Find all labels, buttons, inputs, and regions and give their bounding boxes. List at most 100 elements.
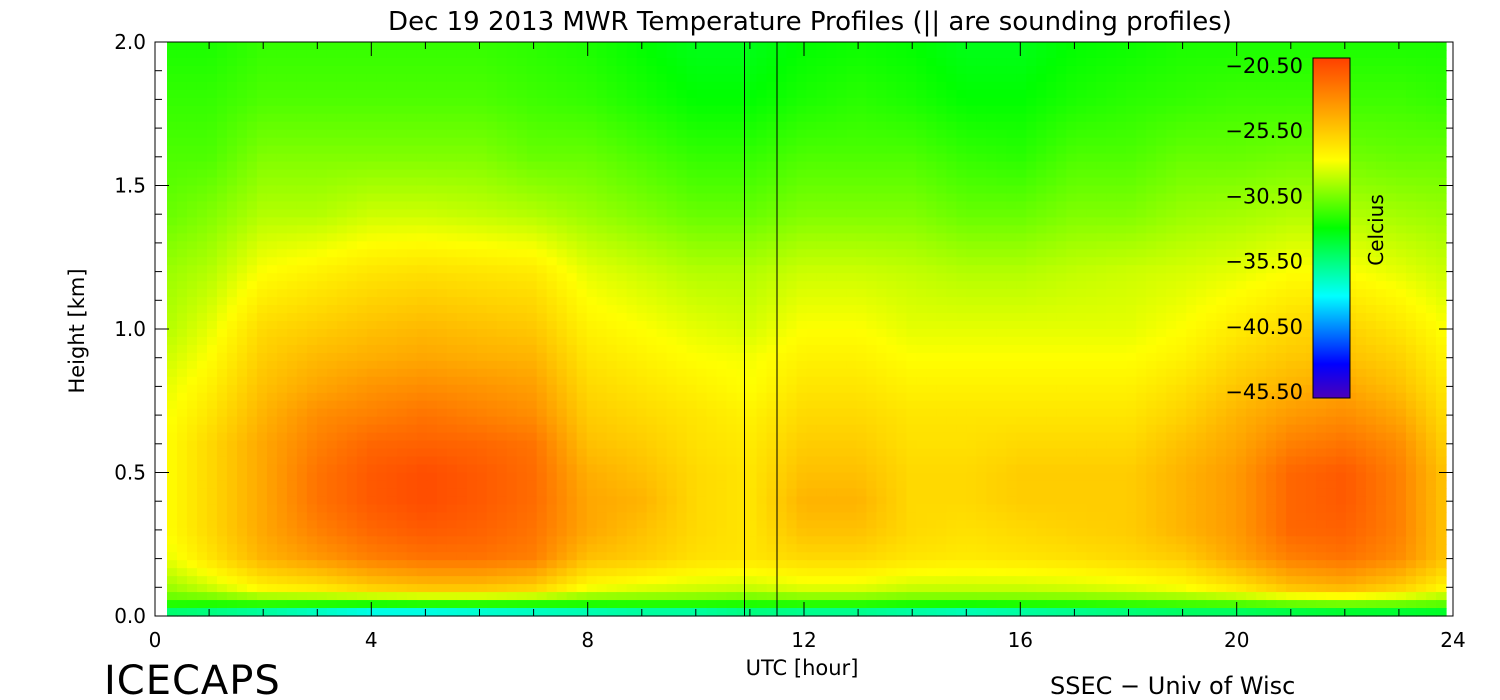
heatmap-cell (996, 297, 1007, 306)
heatmap-cell (616, 81, 628, 91)
heatmap-cell (286, 65, 298, 75)
heatmap-cell (266, 177, 278, 187)
heatmap-cell (996, 177, 1007, 187)
heatmap-cell (1376, 153, 1387, 163)
heatmap-cell (1026, 121, 1037, 131)
heatmap-cell (986, 241, 997, 250)
heatmap-cell (266, 185, 278, 195)
heatmap-cell (856, 65, 868, 75)
heatmap-cell (1276, 57, 1287, 67)
heatmap-cell (1286, 329, 1297, 338)
heatmap-cell (1356, 241, 1367, 250)
heatmap-cell (176, 169, 188, 179)
heatmap-cell (1276, 321, 1287, 330)
heatmap-cell (1066, 137, 1077, 147)
heatmap-cell (1126, 65, 1137, 75)
heatmap-cell (1126, 273, 1137, 282)
heatmap-cell (486, 305, 498, 314)
heatmap-cell (456, 105, 468, 115)
heatmap-cell (1256, 217, 1267, 226)
heatmap-cell (1246, 153, 1257, 163)
heatmap-cell (1156, 105, 1167, 115)
heatmap-cell (456, 153, 468, 163)
heatmap-cell (536, 49, 548, 59)
heatmap-cell (1256, 137, 1267, 147)
heatmap-cell (1256, 185, 1267, 195)
heatmap-cell (956, 201, 967, 211)
heatmap-cell (956, 289, 967, 298)
heatmap-cell (776, 321, 788, 330)
heatmap-cell (606, 57, 618, 67)
heatmap-cell (316, 329, 328, 338)
heatmap-cell (206, 241, 218, 250)
heatmap-cell (796, 329, 808, 338)
heatmap-cell (816, 321, 828, 330)
heatmap-cell (586, 329, 598, 338)
heatmap-cell (896, 49, 908, 59)
heatmap-cell (246, 305, 258, 314)
heatmap-cell (1086, 161, 1097, 171)
heatmap-cell (1086, 241, 1097, 250)
heatmap-cell (876, 209, 888, 218)
heatmap-cell (946, 81, 957, 91)
heatmap-cell (956, 185, 967, 195)
heatmap-cell (676, 65, 688, 75)
heatmap-cell (316, 281, 328, 290)
heatmap-cell (226, 336, 238, 346)
heatmap-cell (626, 281, 638, 290)
heatmap-cell (1386, 57, 1397, 67)
heatmap-cell (1216, 73, 1227, 83)
heatmap-cell (1036, 281, 1047, 290)
heatmap-cell (586, 65, 598, 75)
heatmap-cell (266, 201, 278, 211)
heatmap-cell (766, 145, 778, 155)
heatmap-cell (1406, 313, 1417, 322)
heatmap-cell (606, 313, 618, 322)
heatmap-cell (336, 129, 348, 139)
heatmap-cell (1406, 289, 1417, 298)
heatmap-cell (1006, 297, 1017, 306)
heatmap-cell (196, 161, 208, 171)
heatmap-cell (1146, 241, 1157, 250)
heatmap-cell (1106, 241, 1117, 250)
heatmap-cell (696, 153, 708, 163)
heatmap-cell (286, 289, 298, 298)
heatmap-cell (286, 241, 298, 250)
heatmap-cell (986, 97, 997, 107)
heatmap-cell (456, 313, 468, 322)
heatmap-cell (1286, 209, 1297, 218)
heatmap-cell (1046, 145, 1057, 155)
heatmap-cell (276, 297, 288, 306)
heatmap-cell (1146, 289, 1157, 298)
heatmap-cell (726, 97, 738, 107)
heatmap-cell (366, 129, 378, 139)
heatmap-cell (746, 241, 758, 250)
heatmap-cell (1306, 177, 1317, 187)
heatmap-cell (1296, 265, 1307, 274)
heatmap-cell (1106, 105, 1117, 115)
heatmap-cell (516, 137, 528, 147)
heatmap-cell (1066, 241, 1077, 250)
heatmap-cell (246, 233, 258, 242)
heatmap-cell (1276, 305, 1287, 314)
heatmap-cell (906, 313, 918, 322)
heatmap-cell (1356, 233, 1367, 242)
heatmap-cell (406, 73, 418, 83)
heatmap-cell (1206, 265, 1217, 274)
heatmap-cell (1036, 137, 1047, 147)
heatmap-cell (1016, 305, 1027, 314)
heatmap-cell (167, 297, 178, 306)
heatmap-cell (676, 265, 688, 274)
heatmap-cell (576, 97, 588, 107)
heatmap-cell (336, 193, 348, 203)
heatmap-cell (786, 281, 798, 290)
heatmap-cell (1066, 313, 1077, 322)
heatmap-cell (1246, 305, 1257, 314)
heatmap-cell (206, 137, 218, 147)
heatmap-cell (926, 105, 937, 115)
heatmap-cell (1086, 177, 1097, 187)
heatmap-cell (216, 305, 228, 314)
heatmap-cell (1076, 225, 1087, 234)
heatmap-cell (876, 177, 888, 187)
heatmap-cell (636, 129, 648, 139)
